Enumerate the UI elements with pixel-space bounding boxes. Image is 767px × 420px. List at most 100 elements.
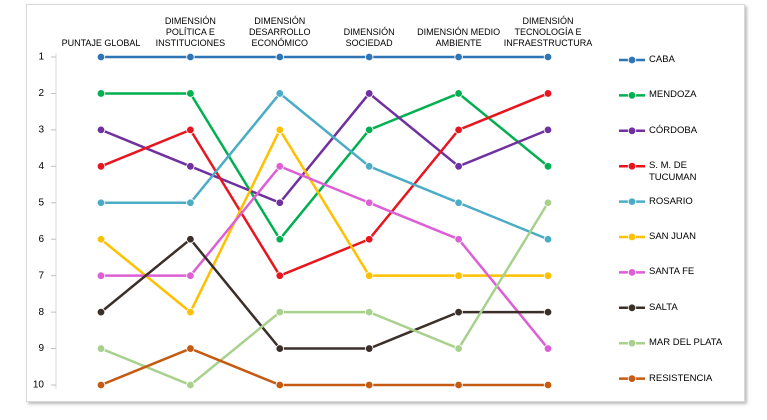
data-point [275, 235, 284, 244]
y-tick-label: 8 [38, 307, 44, 318]
data-point [186, 52, 195, 62]
legend-marker [627, 268, 637, 277]
data-point [543, 380, 553, 390]
legend-label: SANTA FE [649, 266, 695, 278]
y-tick-label: 2 [38, 88, 44, 99]
x-category-label: PUNTAJE GLOBAL [61, 38, 141, 48]
data-point [543, 89, 553, 98]
data-point [365, 235, 374, 244]
legend-label: RESISTENCIA [649, 372, 713, 384]
data-point [186, 89, 195, 98]
legend-marker [627, 91, 637, 100]
legend-marker [627, 161, 637, 171]
data-point [96, 307, 106, 317]
data-point [454, 344, 463, 353]
legend-marker [627, 126, 637, 135]
data-point [275, 52, 284, 62]
data-point [186, 271, 195, 280]
x-category-label: DIMENSIÓN DESARROLLO ECONÓMICO [249, 16, 311, 48]
data-point [365, 52, 374, 62]
data-point [454, 307, 463, 317]
data-point [454, 380, 463, 390]
legend-label: MAR DEL PLATA [649, 337, 723, 349]
data-point [96, 344, 106, 353]
data-point [543, 162, 553, 171]
y-tick-label: 1 [38, 52, 44, 63]
data-point [275, 125, 284, 135]
y-tick-label: 6 [38, 234, 44, 245]
y-tick-label: 9 [38, 343, 44, 354]
y-tick-label: 4 [38, 161, 44, 172]
data-point [186, 125, 195, 135]
data-point [365, 307, 374, 317]
data-point [275, 380, 284, 390]
data-point [186, 198, 195, 207]
data-point [96, 380, 106, 390]
series-line [101, 164, 549, 350]
y-tick-label: 3 [38, 125, 44, 136]
data-point [186, 380, 195, 390]
data-point [275, 344, 284, 353]
data-point [543, 198, 553, 207]
data-point [96, 198, 106, 207]
x-category-label: DIMENSIÓN TECNOLOGÍA E INFRAESTRUCTURA [503, 16, 593, 48]
data-point [275, 307, 284, 317]
data-point [543, 125, 553, 135]
series-line [100, 347, 548, 387]
legend-label: SAN JUAN [649, 231, 696, 242]
legend-label: CABA [649, 54, 675, 65]
data-point [96, 89, 106, 98]
data-point [454, 162, 463, 171]
data-point [365, 125, 374, 135]
legend-marker [627, 339, 637, 348]
series-line [100, 237, 548, 350]
data-point [454, 271, 463, 280]
data-point [365, 344, 374, 353]
data-point [365, 89, 374, 98]
legend-label: CÓRDOBA [649, 124, 698, 136]
x-category-label: DIMENSIÓN MEDIO AMBIENTE [417, 27, 501, 48]
data-point [186, 162, 195, 171]
legend-label: SALTA [649, 301, 678, 313]
series-line [100, 127, 548, 315]
data-point [96, 271, 106, 280]
y-tick-label: 5 [38, 197, 44, 208]
chart-frame [26, 4, 745, 402]
data-point [454, 198, 463, 207]
data-point [96, 235, 106, 244]
series-line [100, 92, 549, 278]
data-point [96, 162, 106, 171]
legend-marker [627, 197, 637, 206]
x-category-label: DIMENSIÓN POLÍTICA E INSTITUCIONES [155, 16, 226, 48]
data-point [454, 125, 463, 135]
data-point [365, 271, 374, 280]
data-point [186, 307, 195, 317]
legend-label: MENDOZA [649, 89, 697, 101]
legend-label: ROSARIO [649, 195, 693, 207]
x-category-label: DIMENSIÓN SOCIEDAD [343, 27, 395, 48]
data-point [96, 52, 106, 62]
data-point [454, 235, 463, 244]
y-tick-label: 7 [38, 270, 44, 281]
data-point [543, 344, 553, 353]
data-point [275, 89, 284, 98]
legend-marker [627, 232, 637, 242]
legend-marker [627, 55, 637, 65]
series-line [101, 92, 549, 242]
data-point [365, 198, 374, 207]
series-line [100, 91, 549, 205]
series-line [100, 202, 550, 387]
legend-marker [627, 303, 637, 312]
data-point [543, 307, 553, 317]
data-point [275, 271, 284, 280]
data-point [543, 235, 553, 244]
data-point [454, 89, 463, 98]
series-line [101, 91, 549, 241]
data-point [275, 162, 284, 171]
data-point [543, 271, 553, 280]
legend-label: S. M. DE TUCUMAN [649, 160, 697, 184]
data-point [186, 344, 195, 353]
legend-marker [627, 374, 637, 383]
